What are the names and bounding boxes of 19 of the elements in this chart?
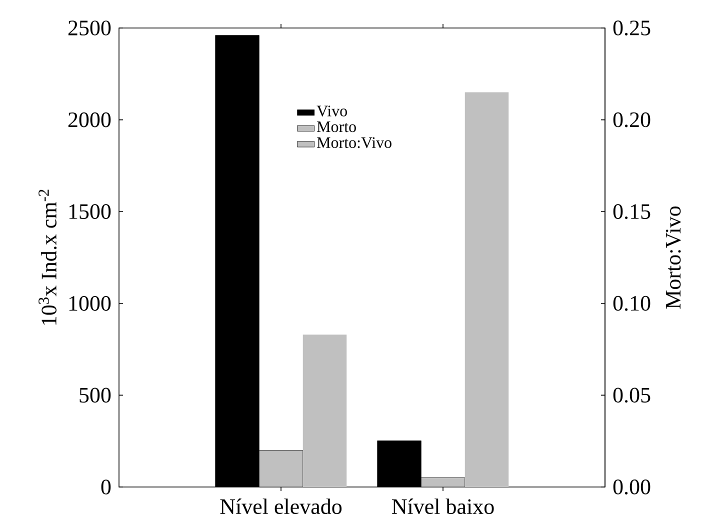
y2-tick-label: 0.00: [613, 480, 650, 494]
x-tick-label: Nível baixo: [392, 498, 494, 514]
y-tick-label: 2000: [68, 112, 111, 128]
y2-tick-label: 0.10: [613, 296, 650, 311]
y2-tick-label: 0.05: [613, 388, 650, 403]
y-axis-title: 10$^{3}$x Ind.x cm$^{-2}$: [38, 190, 57, 325]
legend-label: Morto:Vivo: [317, 137, 392, 148]
legend-label: Morto: [317, 121, 356, 132]
y-tick-label: 0: [101, 480, 111, 494]
y2-tick-label: 0.15: [613, 204, 650, 220]
y2-tick-label: 0.25: [613, 20, 650, 36]
y2-axis-title: Morto:Vivo: [666, 206, 681, 309]
y-tick-label: 2500: [68, 20, 111, 36]
y-tick-label: 1500: [69, 204, 111, 220]
y2-tick-label: 0.20: [613, 112, 650, 128]
y-tick-label: 1000: [69, 296, 111, 311]
y-tick-label: 500: [80, 388, 111, 403]
x-tick-label: Nível elevado: [220, 498, 342, 514]
legend-label: Vivo: [316, 106, 347, 116]
